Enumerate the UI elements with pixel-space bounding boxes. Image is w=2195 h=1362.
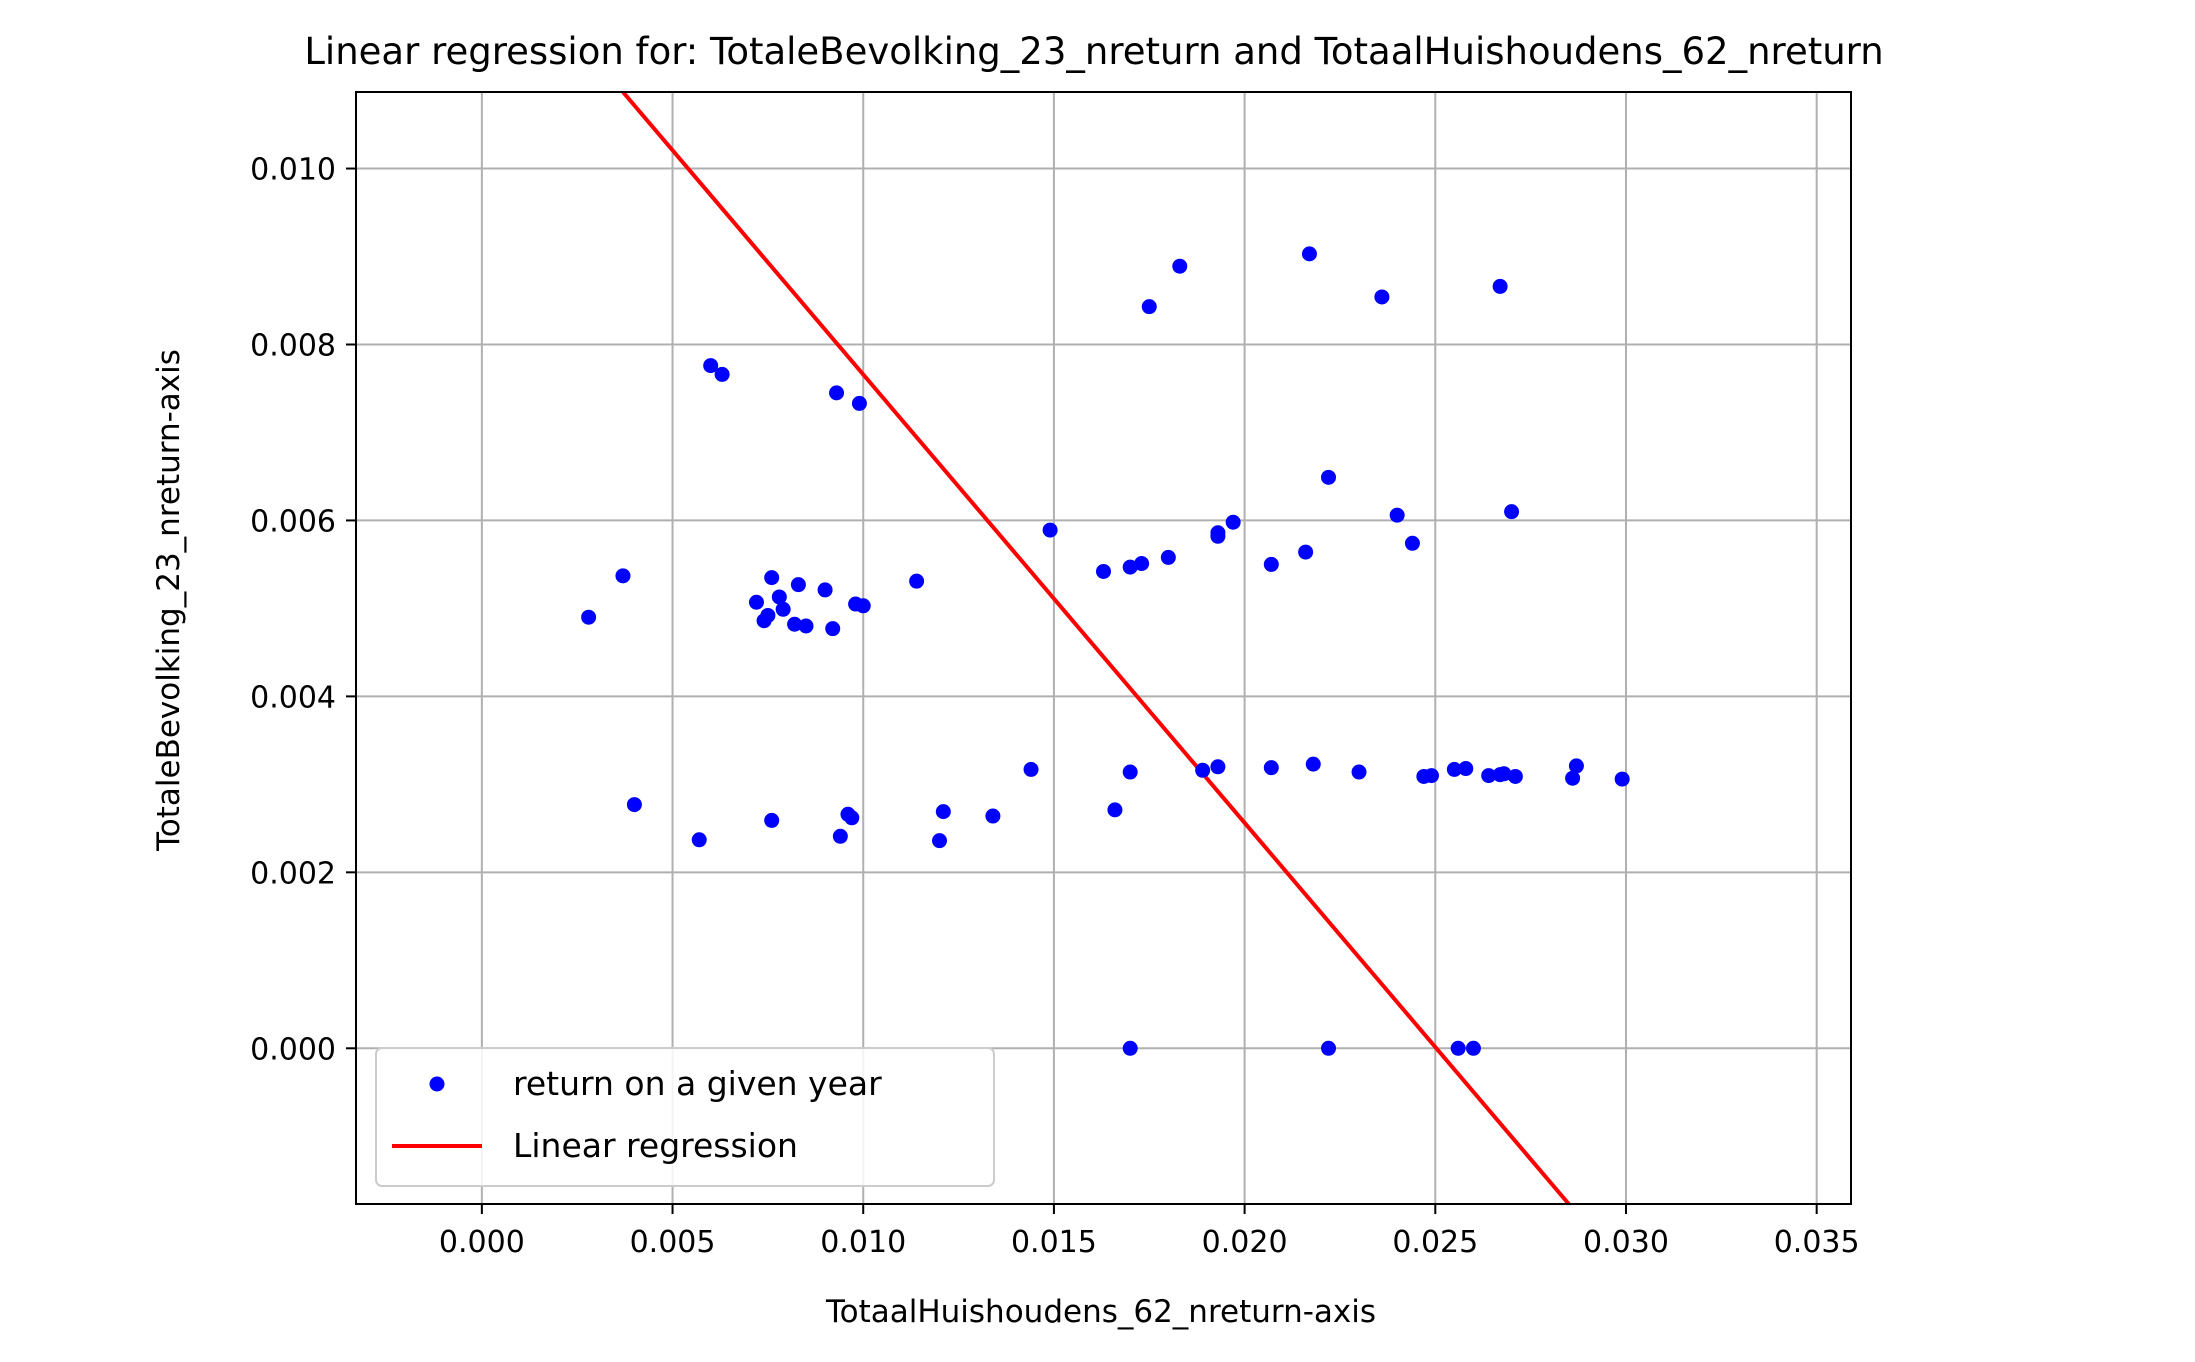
scatter-point bbox=[691, 832, 707, 848]
scatter-point bbox=[1298, 544, 1314, 560]
scatter-point bbox=[1301, 246, 1317, 262]
scatter-point bbox=[1023, 761, 1039, 777]
scatter-point bbox=[1465, 1040, 1481, 1056]
chart-title: Linear regression for: TotaleBevolking_2… bbox=[304, 30, 1883, 73]
y-tick-label: 0.006 bbox=[250, 504, 336, 539]
scatter-point bbox=[798, 618, 814, 634]
plot-frame bbox=[355, 91, 1852, 1205]
scatter-point bbox=[1351, 764, 1367, 780]
y-axis-label: TotaleBevolking_23_nreturn-axis bbox=[151, 349, 187, 852]
scatter-point bbox=[825, 621, 841, 637]
scatter-point bbox=[1458, 761, 1474, 777]
scatter-point bbox=[1263, 760, 1279, 776]
x-tick-label: 0.015 bbox=[1011, 1225, 1097, 1260]
scatter-point bbox=[771, 589, 787, 605]
y-tick-label: 0.004 bbox=[250, 680, 336, 715]
x-tick-label: 0.000 bbox=[439, 1225, 525, 1260]
x-tick-label: 0.005 bbox=[630, 1225, 716, 1260]
legend-line-label: Linear regression bbox=[513, 1126, 798, 1165]
scatter-point bbox=[748, 594, 764, 610]
scatter-point bbox=[1496, 766, 1512, 782]
scatter-point bbox=[829, 385, 845, 401]
scatter-point bbox=[1404, 535, 1420, 551]
y-tick-label: 0.002 bbox=[250, 856, 336, 891]
scatter-point bbox=[1504, 504, 1520, 520]
scatter-point bbox=[626, 797, 642, 813]
y-tick-label: 0.000 bbox=[250, 1032, 336, 1067]
scatter-point bbox=[1122, 1040, 1138, 1056]
scatter-point bbox=[1450, 1040, 1466, 1056]
scatter-point bbox=[985, 808, 1001, 824]
scatter-point bbox=[1507, 768, 1523, 784]
scatter-point bbox=[775, 601, 791, 617]
scatter-point bbox=[787, 616, 803, 632]
grid bbox=[356, 92, 1851, 1204]
scatter-point bbox=[851, 395, 867, 411]
y-tick-label: 0.010 bbox=[250, 153, 336, 188]
scatter-point bbox=[1172, 258, 1188, 274]
scatter-point bbox=[1481, 768, 1497, 784]
scatter-point bbox=[1210, 528, 1226, 544]
scatter-point bbox=[714, 366, 730, 382]
scatter-point bbox=[1492, 278, 1508, 294]
regression-line-group bbox=[621, 90, 1571, 1206]
scatter-point bbox=[855, 598, 871, 614]
scatter-point bbox=[1107, 802, 1123, 818]
scatter-point bbox=[1389, 507, 1405, 523]
scatter-points bbox=[581, 246, 1630, 1056]
scatter-point bbox=[1568, 758, 1584, 774]
scatter-point bbox=[1565, 770, 1581, 786]
scatter-point bbox=[832, 828, 848, 844]
legend-scatter-label: return on a given year bbox=[513, 1064, 882, 1103]
scatter-point bbox=[760, 607, 776, 623]
regression-line bbox=[621, 90, 1571, 1206]
scatter-point bbox=[1321, 469, 1337, 485]
scatter-point bbox=[1614, 771, 1630, 787]
x-tick-label: 0.035 bbox=[1774, 1225, 1860, 1260]
scatter-point bbox=[1160, 549, 1176, 565]
scatter-point bbox=[764, 812, 780, 828]
scatter-point bbox=[909, 573, 925, 589]
scatter-point bbox=[844, 810, 860, 826]
scatter-point bbox=[1210, 759, 1226, 775]
scatter-point bbox=[1374, 289, 1390, 305]
x-axis-label: TotaalHuishoudens_62_nreturn-axis bbox=[825, 1294, 1376, 1330]
x-tick-label: 0.020 bbox=[1202, 1225, 1288, 1260]
scatter-point bbox=[1195, 762, 1211, 778]
x-tick-label: 0.030 bbox=[1583, 1225, 1669, 1260]
scatter-point bbox=[703, 358, 719, 374]
scatter-point bbox=[581, 609, 597, 625]
scatter-point bbox=[790, 577, 806, 593]
legend: return on a given year Linear regression bbox=[375, 1047, 995, 1187]
scatter-point bbox=[1042, 522, 1058, 538]
legend-scatter-marker bbox=[429, 1076, 445, 1092]
scatter-point bbox=[764, 570, 780, 586]
scatter-point bbox=[1305, 756, 1321, 772]
scatter-point bbox=[1122, 764, 1138, 780]
scatter-point bbox=[1423, 768, 1439, 784]
scatter-point bbox=[932, 833, 948, 849]
scatter-point bbox=[1321, 1040, 1337, 1056]
scatter-point bbox=[1446, 761, 1462, 777]
y-tick-label: 0.008 bbox=[250, 328, 336, 363]
scatter-point bbox=[615, 568, 631, 584]
scatter-point bbox=[935, 804, 951, 820]
scatter-point bbox=[1134, 556, 1150, 572]
x-tick-label: 0.025 bbox=[1392, 1225, 1478, 1260]
scatter-point bbox=[1141, 299, 1157, 315]
scatter-point bbox=[1263, 556, 1279, 572]
x-axis-ticks: 0.000 0.005 0.010 0.015 0.020 0.025 0.030 0.035 bbox=[439, 1204, 1860, 1260]
scatter-point bbox=[1096, 563, 1111, 579]
y-axis-ticks: 0.000 0.002 0.004 0.006 0.008 0.010 bbox=[250, 153, 356, 1067]
scatter-point bbox=[1225, 514, 1241, 530]
scatter-point bbox=[817, 582, 833, 598]
scatter-point bbox=[1122, 559, 1138, 575]
legend-box bbox=[375, 1047, 995, 1187]
x-tick-label: 0.010 bbox=[820, 1225, 906, 1260]
